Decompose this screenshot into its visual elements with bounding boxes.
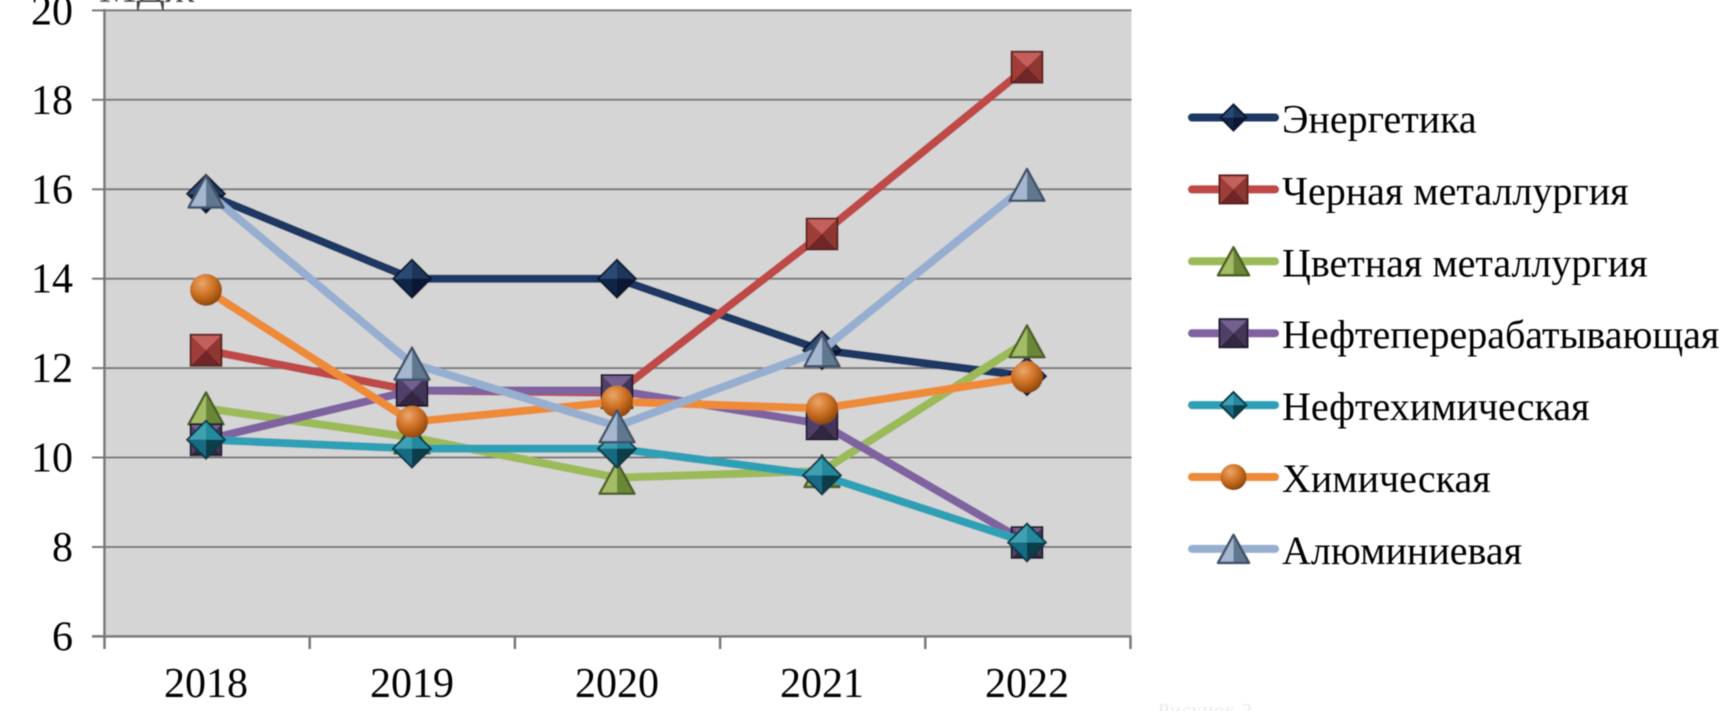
svg-text:Энергетика: Энергетика bbox=[1282, 97, 1477, 142]
svg-text:2022: 2022 bbox=[985, 661, 1069, 707]
svg-text:Цветная металлургия: Цветная металлургия bbox=[1282, 240, 1648, 285]
svg-text:2019: 2019 bbox=[370, 661, 454, 707]
svg-text:12: 12 bbox=[31, 346, 73, 392]
svg-text:16: 16 bbox=[31, 167, 73, 213]
svg-text:8: 8 bbox=[52, 525, 73, 571]
svg-text:10: 10 bbox=[31, 436, 73, 482]
svg-text:Рисунок 2 –: Рисунок 2 – bbox=[1158, 700, 1270, 711]
svg-text:6: 6 bbox=[52, 614, 73, 660]
svg-text:2018: 2018 bbox=[164, 661, 248, 707]
svg-text:Нефтеперерабатывающая: Нефтеперерабатывающая bbox=[1282, 312, 1719, 357]
svg-text:Алюминиевая: Алюминиевая bbox=[1282, 528, 1522, 573]
svg-text:18: 18 bbox=[31, 78, 73, 124]
svg-text:2020: 2020 bbox=[575, 661, 659, 707]
svg-text:Нефтехимическая: Нефтехимическая bbox=[1282, 384, 1589, 429]
svg-text:МДж: МДж bbox=[99, 0, 195, 12]
svg-text:20: 20 bbox=[31, 0, 73, 34]
svg-text:14: 14 bbox=[31, 257, 73, 303]
svg-text:Черная металлургия: Черная металлургия bbox=[1282, 168, 1629, 213]
svg-text:2021: 2021 bbox=[780, 661, 864, 707]
svg-text:Химическая: Химическая bbox=[1282, 456, 1491, 501]
